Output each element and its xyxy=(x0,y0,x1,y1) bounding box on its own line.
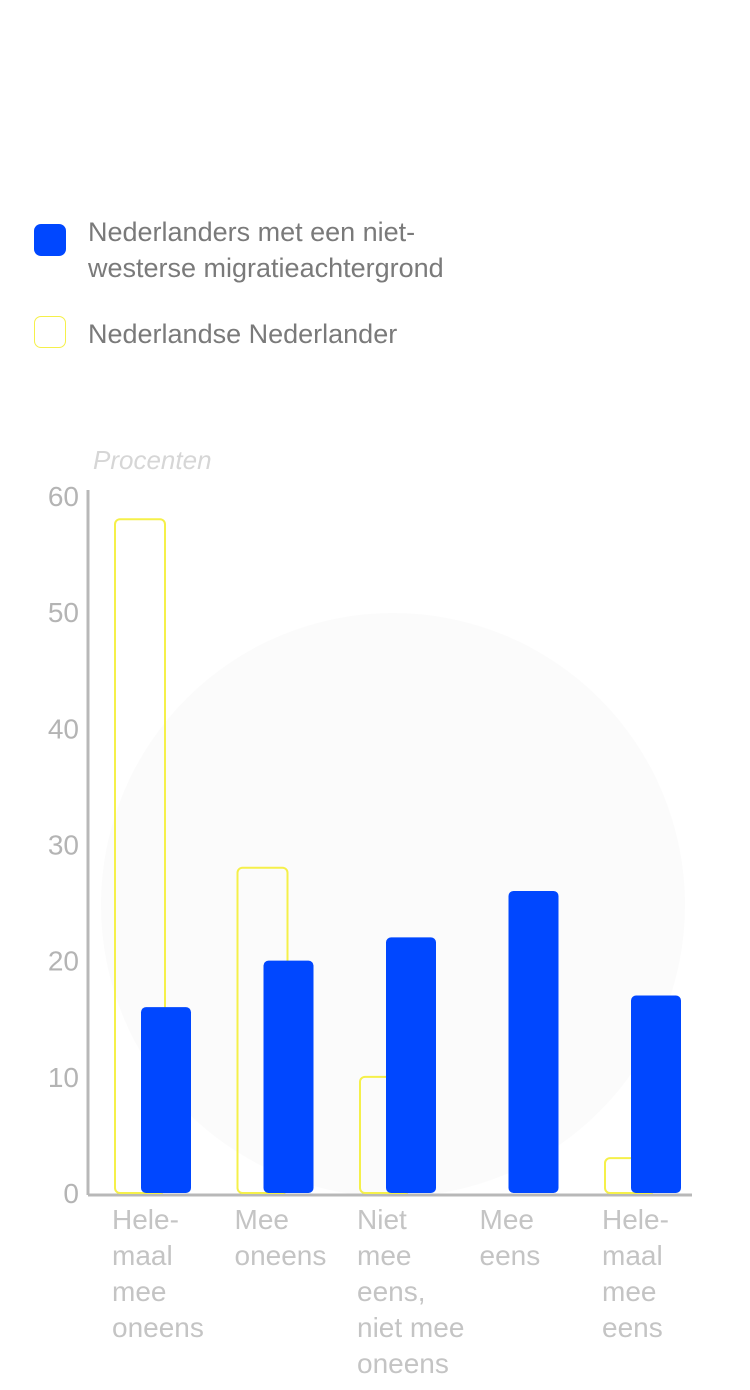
x-tick-label-line: oneens xyxy=(357,1348,449,1379)
x-tick-label-line: mee xyxy=(112,1276,166,1307)
x-tick-label-line: Hele- xyxy=(602,1204,669,1235)
y-tick-label: 40 xyxy=(48,713,79,744)
y-tick-label: 10 xyxy=(48,1062,79,1093)
x-tick-label-line: mee xyxy=(602,1276,656,1307)
y-tick-label: 30 xyxy=(48,830,79,861)
y-tick-label: 0 xyxy=(63,1178,79,1209)
legend: Nederlanders met een niet-westerse migra… xyxy=(34,214,714,352)
x-tick-label: Hele-maal mee oneens xyxy=(112,1204,204,1343)
x-tick-label-line: Hele- xyxy=(112,1204,179,1235)
legend-label: Nederlanders met een niet-westerse migra… xyxy=(88,217,444,283)
x-tick-label-line: eens, xyxy=(357,1276,426,1307)
bar-migration-background xyxy=(631,995,681,1193)
legend-swatch-yellow-outline xyxy=(34,316,66,348)
legend-swatch-blue xyxy=(34,224,66,256)
legend-label: Nederlandse Nederlander xyxy=(88,319,398,349)
y-axis-title: Procenten xyxy=(93,445,212,475)
x-tick-label: Niet mee eens, niet mee oneens xyxy=(357,1204,464,1379)
legend-item-dutch: Nederlandse Nederlander xyxy=(34,316,714,352)
bar-migration-background xyxy=(386,937,436,1193)
x-tick-label-line: eens xyxy=(480,1240,541,1271)
x-tick-label-line: niet mee xyxy=(357,1312,464,1343)
x-tick-label-line: Mee xyxy=(235,1204,289,1235)
x-tick-label-line: maal xyxy=(112,1240,173,1271)
y-tick-label: 60 xyxy=(48,481,79,512)
x-tick-label-line: oneens xyxy=(235,1240,327,1271)
x-tick-label-line: maal xyxy=(602,1240,663,1271)
x-tick-label: Hele-maal mee eens xyxy=(602,1204,669,1343)
y-tick-label: 20 xyxy=(48,946,79,977)
x-tick-label-line: oneens xyxy=(112,1312,204,1343)
y-tick-label: 50 xyxy=(48,597,79,628)
x-tick-label: Mee oneens xyxy=(235,1204,327,1271)
bar-dutch xyxy=(114,518,166,1194)
x-tick-label: Mee eens xyxy=(480,1204,541,1271)
x-tick-label-line: mee xyxy=(357,1240,411,1271)
x-tick-label-line: Mee xyxy=(480,1204,534,1235)
legend-item-migration-background: Nederlanders met een niet-westerse migra… xyxy=(34,214,714,286)
x-tick-label-line: eens xyxy=(602,1312,663,1343)
bar-migration-background xyxy=(141,1007,191,1193)
x-tick-label-line: Niet xyxy=(357,1204,407,1235)
bar-migration-background xyxy=(263,960,314,1193)
bar-migration-background xyxy=(508,890,559,1193)
